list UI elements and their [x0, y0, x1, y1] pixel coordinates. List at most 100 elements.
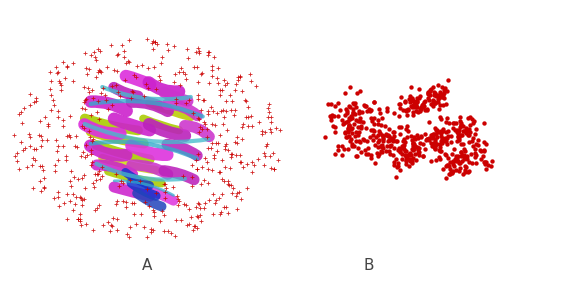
Point: [426, 133, 435, 137]
Text: A: A: [142, 258, 152, 273]
Point: [454, 129, 463, 134]
FancyArrowPatch shape: [184, 125, 209, 137]
Point: [452, 159, 461, 164]
Point: [420, 103, 429, 108]
Point: [364, 106, 373, 111]
Point: [397, 151, 406, 156]
Point: [400, 136, 409, 141]
Point: [445, 172, 454, 176]
Point: [442, 136, 451, 141]
Point: [407, 104, 416, 109]
Point: [392, 138, 401, 143]
Point: [382, 109, 391, 113]
Point: [431, 132, 440, 136]
Point: [331, 152, 340, 157]
Point: [347, 136, 356, 141]
Point: [383, 105, 392, 110]
Point: [408, 110, 417, 115]
Point: [356, 126, 365, 131]
Point: [354, 111, 363, 116]
Point: [400, 152, 409, 157]
Point: [443, 163, 452, 168]
FancyArrowPatch shape: [167, 144, 197, 156]
Point: [430, 101, 439, 106]
Point: [402, 135, 411, 140]
Point: [457, 123, 466, 128]
Point: [437, 136, 446, 140]
Point: [352, 154, 361, 159]
FancyArrowPatch shape: [114, 187, 150, 196]
Point: [458, 124, 467, 129]
Point: [468, 139, 477, 143]
Point: [438, 140, 447, 145]
Point: [367, 128, 376, 133]
Point: [452, 138, 461, 143]
Point: [403, 108, 412, 112]
FancyArrowPatch shape: [114, 87, 138, 96]
Point: [340, 91, 349, 96]
Point: [320, 135, 329, 140]
Point: [338, 117, 347, 122]
Point: [400, 149, 409, 154]
Point: [442, 164, 451, 168]
Point: [424, 91, 433, 96]
Point: [450, 127, 459, 132]
Point: [479, 140, 488, 145]
Point: [479, 120, 488, 125]
Point: [350, 112, 359, 117]
Point: [346, 113, 355, 118]
Point: [355, 88, 364, 93]
Point: [468, 117, 477, 122]
Point: [438, 92, 447, 97]
Point: [455, 128, 464, 132]
Point: [484, 162, 493, 167]
Point: [347, 143, 356, 148]
Point: [420, 108, 429, 112]
Point: [438, 95, 447, 100]
Point: [455, 133, 464, 138]
Point: [452, 167, 461, 172]
FancyArrowPatch shape: [96, 164, 185, 180]
Point: [373, 132, 382, 137]
Point: [343, 126, 352, 131]
Point: [395, 132, 404, 137]
Point: [354, 138, 363, 143]
Point: [431, 93, 440, 98]
Point: [341, 130, 350, 134]
Point: [343, 108, 352, 113]
Point: [429, 85, 438, 90]
Point: [353, 118, 362, 123]
Point: [413, 146, 422, 151]
Point: [464, 132, 473, 137]
Point: [401, 161, 410, 166]
Point: [456, 161, 465, 166]
Point: [480, 148, 489, 153]
Point: [362, 151, 371, 156]
Point: [396, 124, 406, 129]
FancyArrowPatch shape: [90, 146, 126, 155]
Point: [385, 138, 394, 142]
Point: [455, 137, 464, 142]
Point: [393, 139, 402, 143]
Point: [397, 143, 406, 148]
Point: [487, 159, 496, 164]
Point: [418, 141, 428, 146]
Point: [401, 127, 410, 132]
Point: [395, 124, 404, 129]
Point: [430, 100, 439, 104]
Point: [433, 141, 442, 146]
Point: [390, 111, 399, 116]
Point: [330, 114, 339, 119]
Point: [440, 152, 450, 156]
Point: [408, 155, 417, 160]
Point: [460, 163, 469, 168]
Point: [400, 139, 409, 144]
Point: [431, 100, 440, 105]
Point: [367, 152, 376, 157]
Point: [381, 124, 390, 129]
Point: [440, 95, 449, 100]
Point: [435, 148, 444, 153]
Point: [439, 127, 448, 131]
Point: [382, 133, 391, 138]
Point: [442, 141, 451, 146]
